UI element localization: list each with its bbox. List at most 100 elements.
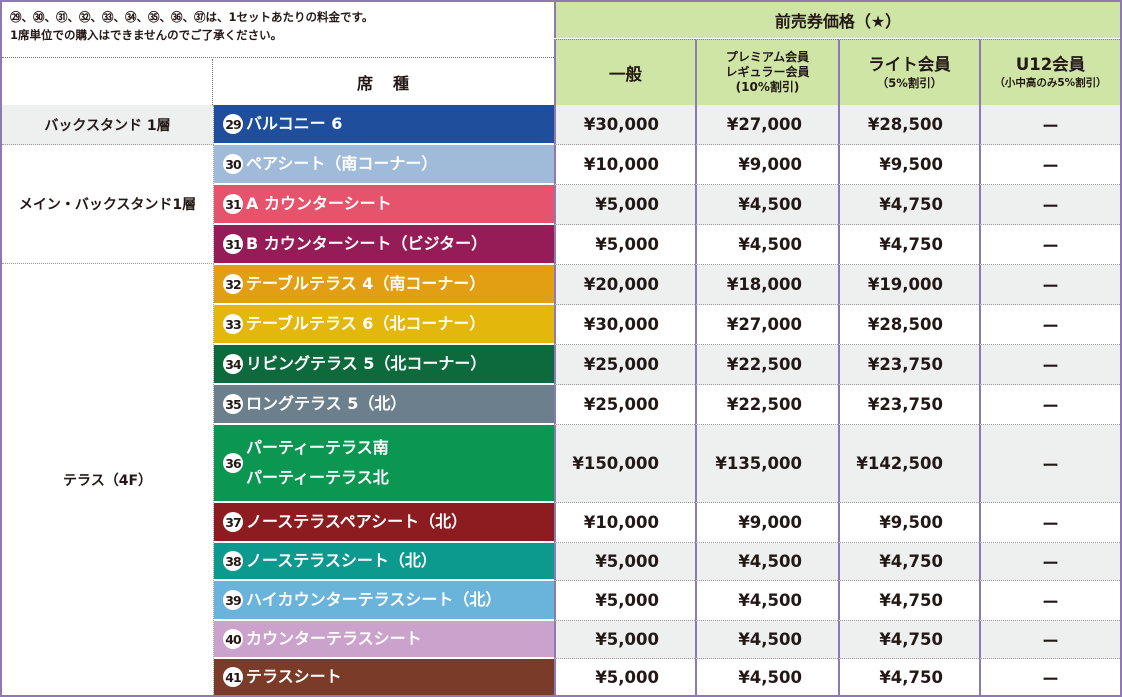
seat-name-line: テーブルテラス 4（南コーナー）	[246, 274, 486, 293]
seat-name-line: バルコニー 6	[246, 114, 343, 133]
seat-name-line: テーブルテラス 6（北コーナー）	[246, 314, 486, 333]
price-u12: ー	[979, 659, 1120, 695]
seat-name-line: カウンターテラスシート	[246, 629, 422, 648]
header-divider	[2, 57, 554, 58]
column-light-header: ライト会員 （5%割引）	[838, 39, 979, 105]
price-light: ¥9,500	[838, 503, 979, 543]
price-u12: ー	[979, 225, 1120, 265]
price-premium: ¥27,000	[695, 305, 838, 345]
price-general: ¥5,000	[554, 581, 695, 621]
seat-name: ノーステラスシート（北）	[246, 546, 437, 576]
price-general: ¥25,000	[554, 385, 695, 425]
price-premium: ¥9,000	[695, 503, 838, 543]
seat-name-line: テラスシート	[246, 667, 342, 686]
price-u12: ー	[979, 581, 1120, 621]
seat-type-header: 席 種	[356, 74, 411, 93]
column-premium-discount: (10%割引)	[735, 80, 800, 94]
zone-terrace: テラス（4F）	[2, 264, 214, 695]
price-general: ¥5,000	[554, 621, 695, 659]
price-premium: ¥4,500	[695, 225, 838, 265]
seat-name-line: ペアシート（南コーナー）	[246, 154, 438, 173]
price-light: ¥4,750	[838, 225, 979, 265]
column-light-discount: （5%割引）	[876, 76, 943, 90]
price-premium: ¥135,000	[695, 425, 838, 503]
price-u12: ー	[979, 185, 1120, 225]
seat-name: カウンターテラスシート	[246, 624, 422, 654]
seat-name: ロングテラス 5（北）	[246, 389, 406, 419]
price-light: ¥4,750	[838, 659, 979, 695]
price-premium: ¥4,500	[695, 621, 838, 659]
price-general: ¥5,000	[554, 543, 695, 581]
presale-price-header: 前売券価格（★）	[554, 2, 1120, 38]
seat-name: バルコニー 6	[246, 109, 342, 139]
seat-name-line: ハイカウンターテラスシート（北）	[246, 590, 502, 609]
price-premium: ¥4,500	[695, 543, 838, 581]
price-light: ¥4,750	[838, 581, 979, 621]
seat-name: リビングテラス 5（北コーナー）	[246, 349, 486, 379]
price-general: ¥150,000	[554, 425, 695, 503]
price-premium: ¥27,000	[695, 105, 838, 145]
price-u12: ー	[979, 105, 1120, 145]
price-premium: ¥22,500	[695, 385, 838, 425]
price-general: ¥30,000	[554, 305, 695, 345]
seat-number-badge: 40	[223, 629, 243, 649]
price-light: ¥4,750	[838, 621, 979, 659]
seat-number-badge: 34	[223, 354, 243, 374]
seat-name-line: パーティーテラス北	[246, 468, 389, 487]
price-u12: ー	[979, 621, 1120, 659]
seat-name-line: パーティーテラス南	[246, 438, 389, 457]
price-general: ¥25,000	[554, 345, 695, 385]
price-light: ¥142,500	[838, 425, 979, 503]
seat-name-cell: 36 パーティーテラス南 パーティーテラス北	[214, 425, 554, 503]
price-general: ¥30,000	[554, 105, 695, 145]
seat-name-cell: 31 A カウンターシート	[214, 185, 554, 225]
seat-name-line: ノーステラスペアシート（北）	[246, 512, 468, 531]
price-u12: ー	[979, 543, 1120, 581]
price-premium: ¥4,500	[695, 659, 838, 695]
price-premium: ¥22,500	[695, 345, 838, 385]
seat-name: A カウンターシート	[246, 189, 392, 219]
seat-name-line: A カウンターシート	[246, 194, 392, 213]
seat-name-cell: 41 テラスシート	[214, 659, 554, 695]
price-u12: ー	[979, 145, 1120, 185]
price-general: ¥5,000	[554, 185, 695, 225]
seat-number-badge: 30	[223, 154, 243, 174]
note-line-1: ㉙、㉚、㉛、㉜、㉝、㉞、㉟、㊱、㊲は、1セットあたりの料金です。	[10, 10, 374, 24]
seat-name-cell: 29 バルコニー 6	[214, 105, 554, 145]
seat-name-cell: 37 ノーステラスペアシート（北）	[214, 503, 554, 543]
seat-name-cell: 34 リビングテラス 5（北コーナー）	[214, 345, 554, 385]
column-u12-header: U12会員 （小中高のみ5%割引）	[979, 39, 1120, 105]
price-general: ¥20,000	[554, 265, 695, 305]
seat-number-badge: 29	[223, 114, 243, 134]
header-vertical-divider	[212, 59, 214, 105]
price-general: ¥10,000	[554, 503, 695, 543]
price-light: ¥4,750	[838, 543, 979, 581]
price-u12: ー	[979, 305, 1120, 345]
seat-name: テーブルテラス 4（南コーナー）	[246, 269, 485, 299]
column-u12-discount: （小中高のみ5%割引）	[994, 77, 1107, 89]
price-u12: ー	[979, 265, 1120, 305]
price-u12: ー	[979, 503, 1120, 543]
price-u12: ー	[979, 425, 1120, 503]
seat-name: ハイカウンターテラスシート（北）	[246, 585, 501, 615]
price-u12: ー	[979, 385, 1120, 425]
zone-back-stand: バックスタンド 1層	[2, 105, 214, 145]
price-general: ¥5,000	[554, 225, 695, 265]
price-light: ¥28,500	[838, 305, 979, 345]
seat-name: テラスシート	[246, 662, 342, 692]
seat-number-badge: 31	[223, 194, 243, 214]
seat-number-badge: 36	[223, 453, 243, 473]
price-light: ¥4,750	[838, 185, 979, 225]
column-regular-label: レギュラー会員	[725, 65, 810, 79]
zone-main-back-stand: メイン・バックスタンド1層	[2, 145, 214, 264]
seat-number-badge: 35	[223, 394, 243, 414]
note-line-2: 1席単位での購入はできませんのでご了承ください。	[10, 28, 283, 42]
seat-name-cell: 40 カウンターテラスシート	[214, 621, 554, 659]
price-premium: ¥4,500	[695, 581, 838, 621]
seat-name-cell: 38 ノーステラスシート（北）	[214, 543, 554, 581]
price-premium: ¥9,000	[695, 145, 838, 185]
column-general-header: 一般	[554, 39, 695, 105]
price-light: ¥23,750	[838, 345, 979, 385]
seat-number-badge: 39	[223, 590, 243, 610]
